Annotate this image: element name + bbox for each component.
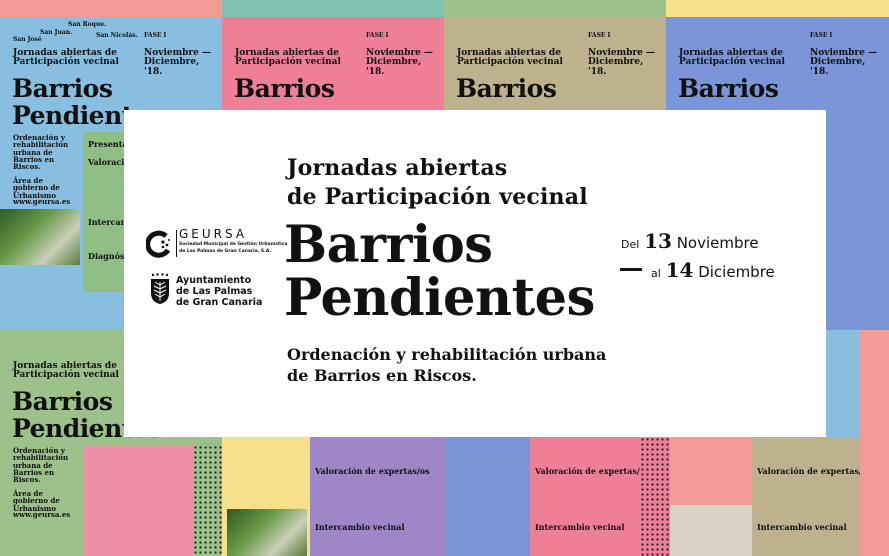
card-title-line1: Barrios	[284, 215, 493, 275]
poster-dates: Noviembre — Diciembre, '18.	[144, 48, 212, 77]
poster-khaki-small: Valoración de expertas/os Intercambio ve…	[752, 437, 860, 556]
card-desc-line2: de Barrios en Riscos.	[287, 366, 477, 385]
ayuntamiento-line2: de Las Palmas	[176, 286, 253, 297]
pattern-tile	[640, 437, 670, 556]
geursa-name: GEURSA	[179, 227, 248, 241]
top-strip-pink	[0, 0, 222, 17]
poster-desc: Ordenación y rehabilitación urbana de Ba…	[13, 133, 69, 172]
date-dash	[620, 268, 642, 271]
poster-pink-small: Valoración de expertas/os Intercambio ve…	[530, 437, 640, 556]
top-strip-green2	[444, 0, 666, 17]
top-strip-yellow	[666, 0, 889, 17]
date-from: Del 13 Noviembre	[621, 229, 759, 253]
poster-place: San Juan.	[40, 29, 73, 36]
geursa-logo-icon	[146, 230, 171, 258]
date-to: al 14 Diciembre	[651, 258, 775, 282]
poster-org: Área de gobierno de Urbanismo	[13, 176, 60, 200]
geursa-sub1: Sociedad Municipal de Gestión Urbanístic…	[179, 242, 288, 247]
poster-place: San Roque.	[68, 21, 107, 28]
poster-yellow	[222, 437, 310, 556]
poster-blue-small	[445, 437, 530, 556]
ayuntamiento-line1: Ayuntamiento	[176, 275, 252, 286]
card-desc-line1: Ordenación y rehabilitación urbana	[287, 345, 607, 364]
card-heading-line2: de Participación vecinal	[287, 184, 588, 210]
card-title-line2: Pendientes	[284, 268, 595, 328]
ayuntamiento-line3: de Gran Canaria	[176, 297, 263, 308]
poster-web: www.geursa.es	[13, 197, 71, 206]
geursa-sub2: de Las Palmas de Gran Canaria, S.A.	[179, 249, 272, 254]
poster-purple: Valoración de expertas/os Intercambio ve…	[310, 437, 445, 556]
card-heading-line1: Jornadas abiertas	[287, 155, 508, 181]
poster-salmon	[670, 437, 752, 556]
plant-photo	[0, 209, 80, 265]
event-card: Jornadas abiertas de Participación vecin…	[124, 110, 826, 437]
poster-phase: FASE I	[144, 32, 167, 39]
coat-of-arms-icon	[151, 273, 169, 304]
poster-subtitle: Jornadas abiertas de Participación vecin…	[13, 48, 119, 68]
poster-title1: Barrios	[12, 74, 113, 103]
poster-place: San José	[13, 36, 42, 43]
logo-divider	[176, 230, 177, 257]
top-strip-green	[222, 0, 444, 17]
poster-green: Jornadas abiertas de Participación vecin…	[0, 330, 222, 556]
poster-pink-edge	[860, 330, 889, 556]
poster-place: San Nicolás.	[96, 32, 138, 39]
